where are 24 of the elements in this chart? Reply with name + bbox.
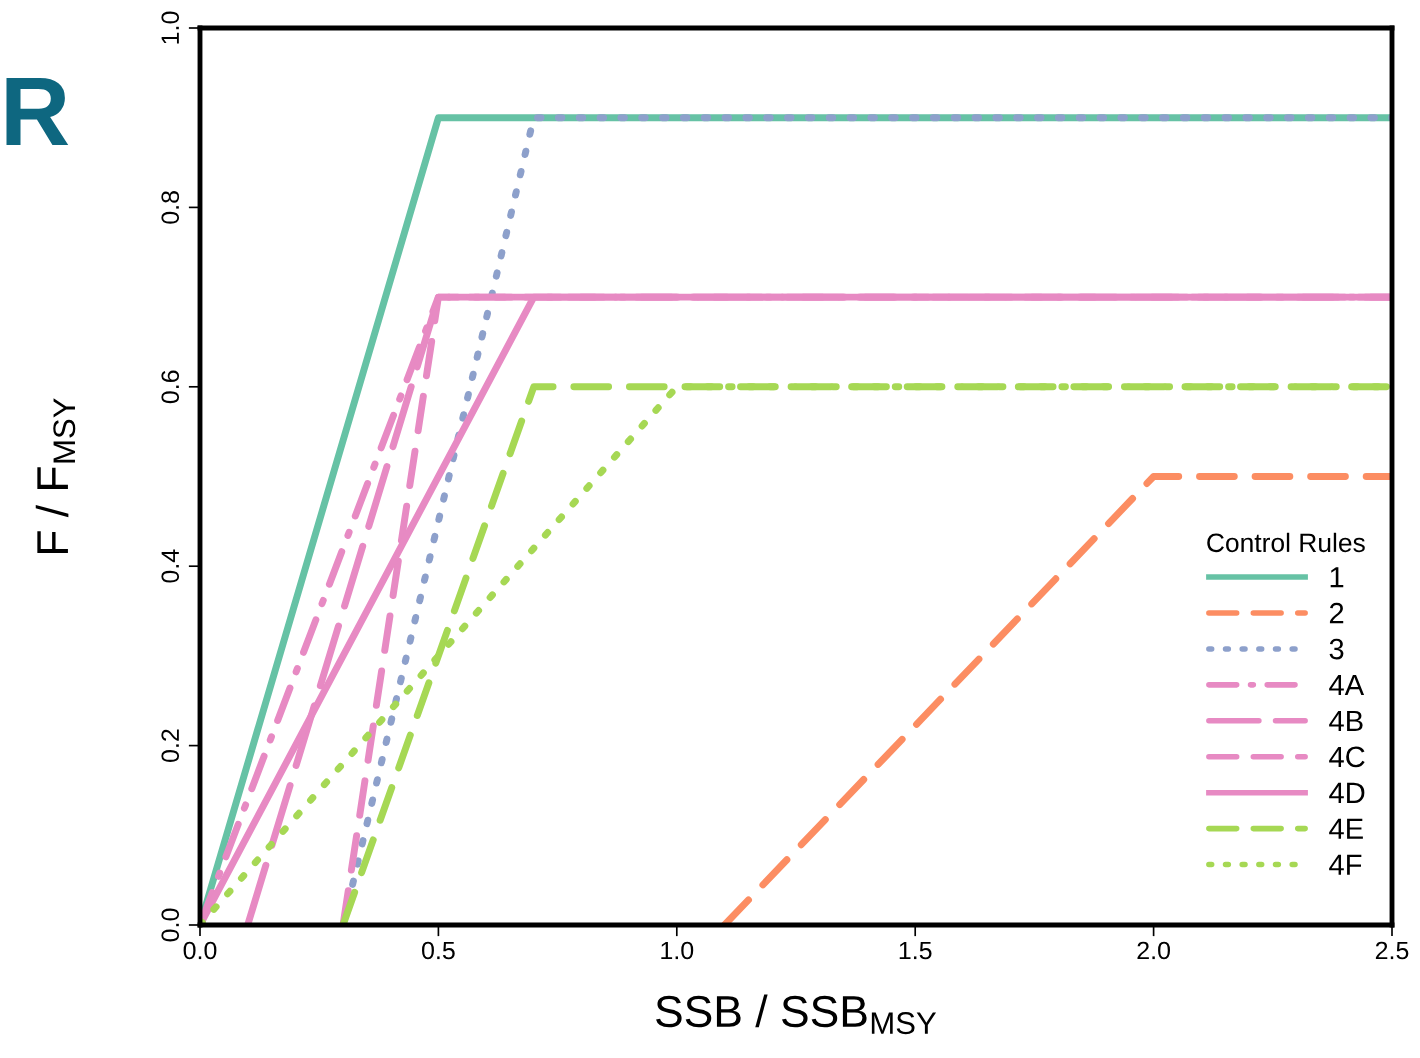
x-axis-title: SSB / SSB$_{MSY}$ <box>656 994 937 1035</box>
legend-label: 4A <box>1329 675 1365 696</box>
x-tick-label: 2.0 <box>1137 941 1170 960</box>
x-tick-label: 0.5 <box>422 941 455 960</box>
legend-label: 4F <box>1329 854 1362 875</box>
legend-label: 4D <box>1329 782 1365 803</box>
legend-label: 4C <box>1329 746 1365 768</box>
x-tick-label: 0.0 <box>183 941 217 960</box>
text: R <box>6 78 69 145</box>
y-tick-label: 0.6 <box>161 370 180 404</box>
y-tick-label: 1.0 <box>161 11 180 44</box>
y-tick-label: 0.4 <box>161 549 180 583</box>
y-tick-label: 0.8 <box>161 191 180 224</box>
x-tick-label: 1.5 <box>899 941 932 960</box>
legend-label: 3 <box>1329 638 1344 660</box>
legend-title: Control Rules <box>1207 532 1365 553</box>
x-tick-label: 1.0 <box>661 941 694 960</box>
legend-label: 4E <box>1329 818 1363 839</box>
x-tick-label: 2.5 <box>1375 941 1409 960</box>
legend-label: 1 <box>1330 567 1344 588</box>
legend-label: 2 <box>1329 602 1344 624</box>
y-axis-title: F / F$_{MSY}$ <box>35 398 76 554</box>
y-tick-label: 0.2 <box>161 729 180 762</box>
legend-label: 4B <box>1329 710 1363 731</box>
